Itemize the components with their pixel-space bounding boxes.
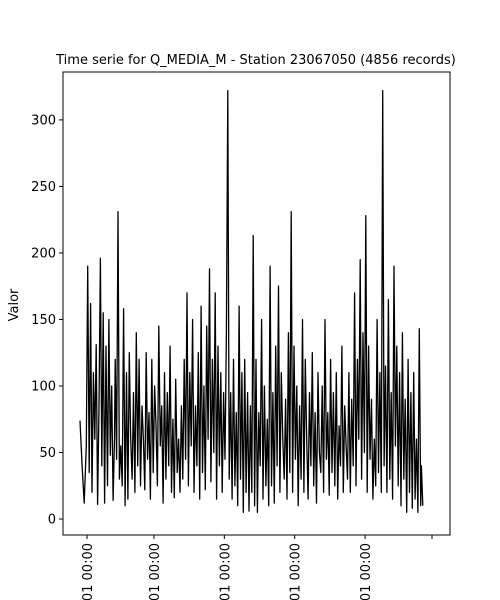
x-tick-label: 01 00:00 xyxy=(359,543,374,600)
x-tick-label: 01 00:00 xyxy=(289,543,304,600)
y-axis-label: Valor xyxy=(7,288,22,321)
chart-title: Time serie for Q_MEDIA_M - Station 23067… xyxy=(55,53,456,68)
x-tick-label: 01 00:00 xyxy=(148,543,163,600)
y-tick-label: 200 xyxy=(31,246,56,261)
y-tick-label: 50 xyxy=(39,446,56,461)
y-tick-label: 250 xyxy=(31,180,56,195)
y-tick-label: 100 xyxy=(31,379,56,394)
x-axis: 01 00:00 01 00:00 01 00:00 01 00:00 01 00:00 xyxy=(81,535,433,600)
x-tick-label: 01 00:00 xyxy=(81,543,96,600)
y-tick-label: 300 xyxy=(31,113,56,128)
y-axis: 0 50 100 150 200 250 300 xyxy=(31,113,63,528)
y-tick-label: 0 xyxy=(48,513,56,528)
x-tick-label: 01 00:00 xyxy=(218,543,233,600)
plot-area-frame xyxy=(62,71,451,536)
series-line-0 xyxy=(79,89,424,514)
data-layer xyxy=(79,89,424,514)
y-tick-label: 150 xyxy=(31,313,56,328)
